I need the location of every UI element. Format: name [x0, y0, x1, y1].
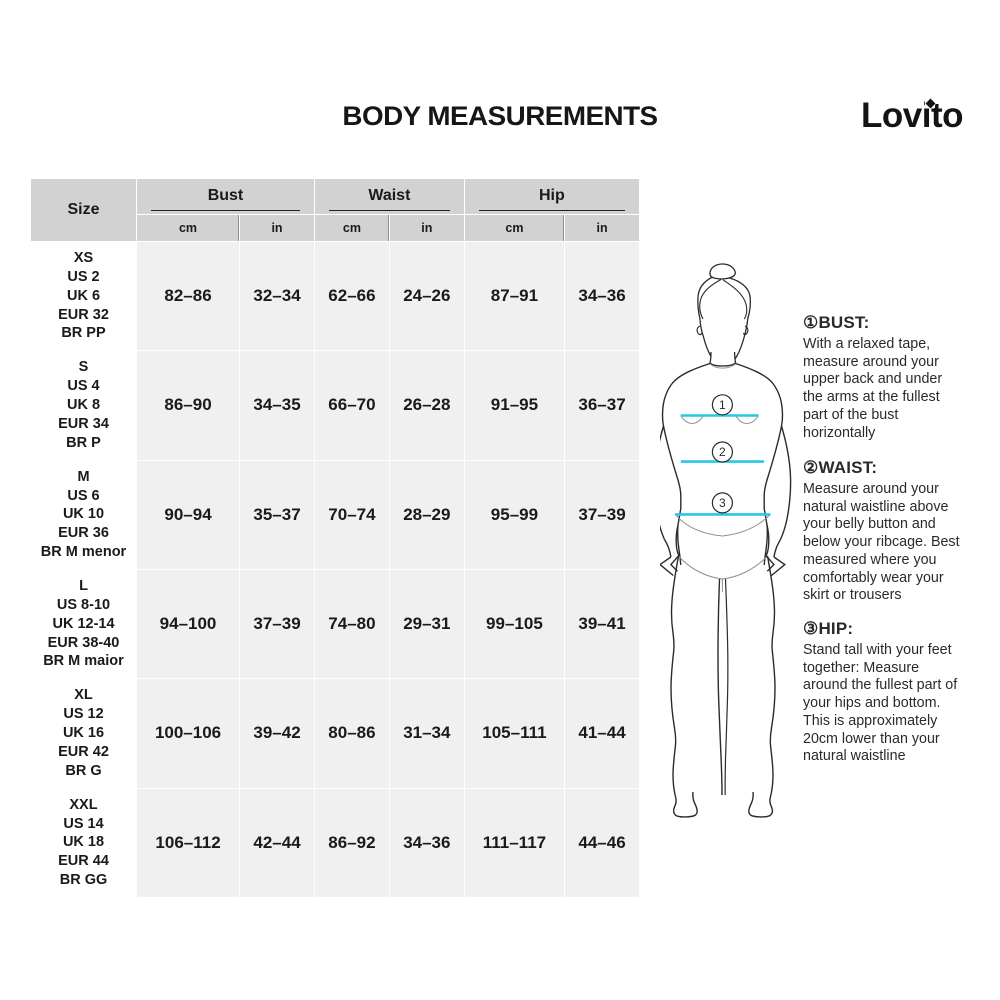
svg-text:1: 1 — [719, 398, 726, 412]
svg-text:3: 3 — [719, 496, 726, 510]
svg-text:2: 2 — [719, 445, 726, 459]
